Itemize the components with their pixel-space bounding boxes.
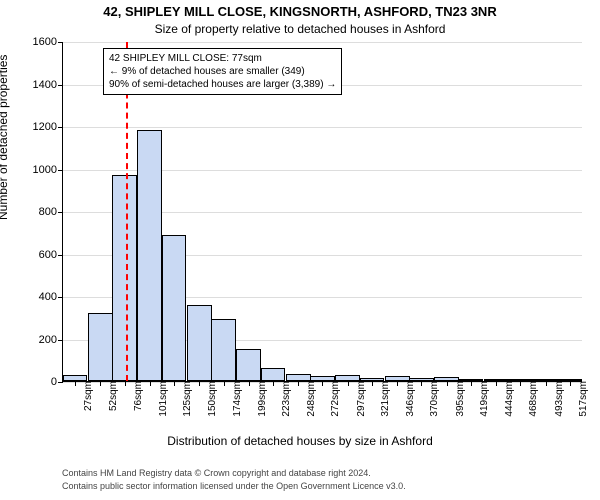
annotation-line: 42 SHIPLEY MILL CLOSE: 77sqm	[109, 52, 336, 65]
histogram-bar	[385, 376, 410, 381]
xtick-label: 395sqm	[447, 381, 466, 417]
xtick-label: 419sqm	[471, 381, 490, 417]
ytick-label: 1400	[33, 79, 63, 91]
annotation-line: ← 9% of detached houses are smaller (349…	[109, 65, 336, 78]
ytick-label: 600	[39, 249, 63, 261]
xtick-label: 346sqm	[397, 381, 416, 417]
histogram-bar	[484, 379, 509, 381]
xtick-label: 76sqm	[125, 381, 144, 411]
chart-title-sub: Size of property relative to detached ho…	[0, 22, 600, 36]
ytick-label: 0	[51, 376, 63, 388]
xtick-label: 125sqm	[174, 381, 193, 417]
histogram-bar	[533, 379, 558, 381]
histogram-bar	[335, 375, 360, 381]
histogram-bar	[162, 235, 187, 381]
ytick-label: 1600	[33, 36, 63, 48]
histogram-bar	[88, 313, 113, 381]
histogram-bar	[137, 130, 162, 381]
histogram-bar	[508, 379, 533, 381]
xtick-label: 174sqm	[224, 381, 243, 417]
histogram-bar	[211, 319, 236, 381]
histogram-bar	[459, 379, 484, 381]
annotation-box: 42 SHIPLEY MILL CLOSE: 77sqm← 9% of deta…	[103, 48, 342, 95]
histogram-bar	[558, 379, 583, 381]
credit-line-2: Contains public sector information licen…	[62, 481, 600, 491]
xtick-label: 370sqm	[421, 381, 440, 417]
ytick-label: 1000	[33, 164, 63, 176]
xtick-label: 321sqm	[372, 381, 391, 417]
histogram-bar	[409, 378, 434, 381]
ytick-label: 800	[39, 206, 63, 218]
xtick-label: 493sqm	[546, 381, 565, 417]
histogram-bar	[261, 368, 286, 381]
chart-title-main: 42, SHIPLEY MILL CLOSE, KINGSNORTH, ASHF…	[0, 4, 600, 19]
xtick-label: 297sqm	[348, 381, 367, 417]
xtick-label: 444sqm	[496, 381, 515, 417]
histogram-bar	[434, 377, 459, 381]
xtick-label: 517sqm	[570, 381, 589, 417]
xtick-label: 52sqm	[100, 381, 119, 411]
histogram-bar	[112, 175, 137, 381]
xtick-label: 101sqm	[150, 381, 169, 417]
histogram-bar	[360, 378, 385, 381]
xtick-label: 468sqm	[520, 381, 539, 417]
annotation-line: 90% of semi-detached houses are larger (…	[109, 78, 336, 91]
ytick-label: 1200	[33, 121, 63, 133]
histogram-bar	[236, 349, 261, 381]
credit-line-1: Contains HM Land Registry data © Crown c…	[62, 468, 600, 478]
xtick-label: 223sqm	[273, 381, 292, 417]
xtick-label: 150sqm	[199, 381, 218, 417]
xtick-label: 272sqm	[322, 381, 341, 417]
ytick-label: 400	[39, 291, 63, 303]
plot-area: 0200400600800100012001400160027sqm52sqm7…	[62, 42, 582, 382]
xtick-label: 27sqm	[75, 381, 94, 411]
y-axis-label: Number of detached properties	[0, 55, 10, 220]
gridline-h	[63, 42, 582, 43]
xtick-label: 199sqm	[249, 381, 268, 417]
gridline-h	[63, 127, 582, 128]
histogram-bar	[286, 374, 311, 381]
xtick-label: 248sqm	[298, 381, 317, 417]
ytick-label: 200	[39, 334, 63, 346]
histogram-bar	[310, 376, 335, 381]
histogram-bar	[63, 375, 88, 381]
histogram-bar	[187, 305, 212, 382]
x-axis-label: Distribution of detached houses by size …	[0, 434, 600, 448]
